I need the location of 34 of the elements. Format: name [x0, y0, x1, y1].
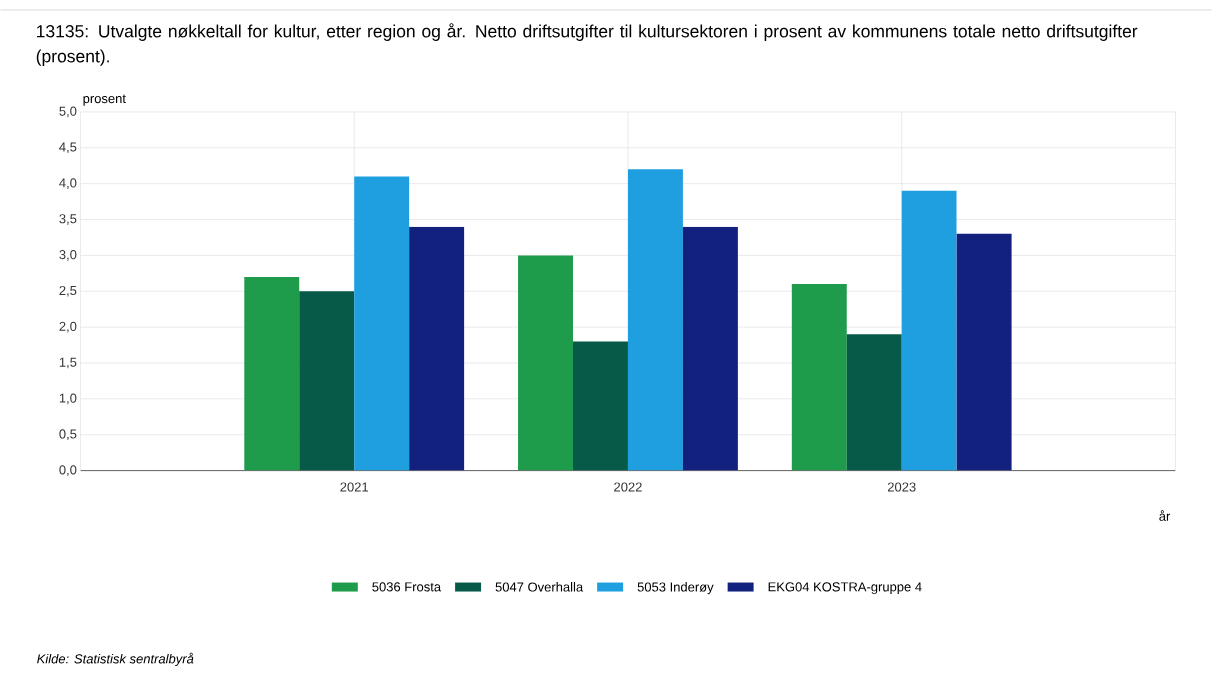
y-tick-label: 5,0: [59, 106, 77, 118]
y-axis-title: prosent: [83, 94, 126, 106]
legend-label: 5053 Inderøy: [637, 581, 714, 594]
x-tick-label: 2022: [614, 482, 642, 492]
y-tick-label: 0,5: [59, 429, 77, 440]
bar: [409, 226, 465, 471]
bar: [956, 233, 1012, 471]
bar: [573, 341, 628, 471]
legend-label: 5047 Overhalla: [495, 581, 584, 592]
bar: [846, 334, 902, 471]
bar: [682, 226, 738, 471]
bar: [627, 169, 683, 471]
y-tick-label: 2,5: [59, 285, 77, 297]
x-tick-label: 2023: [887, 482, 916, 492]
y-tick-label: 2,0: [59, 321, 77, 333]
legend-label: EKG04 KOSTRA-gruppe 4: [768, 582, 922, 594]
bar: [901, 190, 957, 471]
legend-label: 5036 Frosta: [372, 582, 442, 592]
y-tick-label: 4,5: [59, 142, 77, 153]
y-tick-label: 3,5: [59, 213, 77, 225]
bar: [791, 283, 847, 471]
text: Kilde: Statistisk sentralbyrå: [37, 652, 194, 666]
x-axis-title: år: [1159, 510, 1171, 521]
bar: [518, 255, 574, 471]
chart-title: 13135: Utvalgte nøkkeltall for kultur, etter region og år. Netto driftsutgifter til kultursektoren i prosent av kommunens totale netto driftsutgifter (prosent).: [36, 22, 1138, 66]
bar: [244, 276, 300, 471]
bar: [299, 291, 355, 471]
y-tick-label: 4,0: [59, 178, 77, 189]
y-tick-label: 1,0: [59, 393, 77, 405]
y-tick-label: 0,0: [59, 465, 77, 476]
y-tick-label: 1,5: [59, 357, 77, 369]
y-tick-label: 3,0: [59, 249, 77, 261]
bar: [354, 176, 410, 471]
x-tick-label: 2021: [340, 482, 369, 492]
